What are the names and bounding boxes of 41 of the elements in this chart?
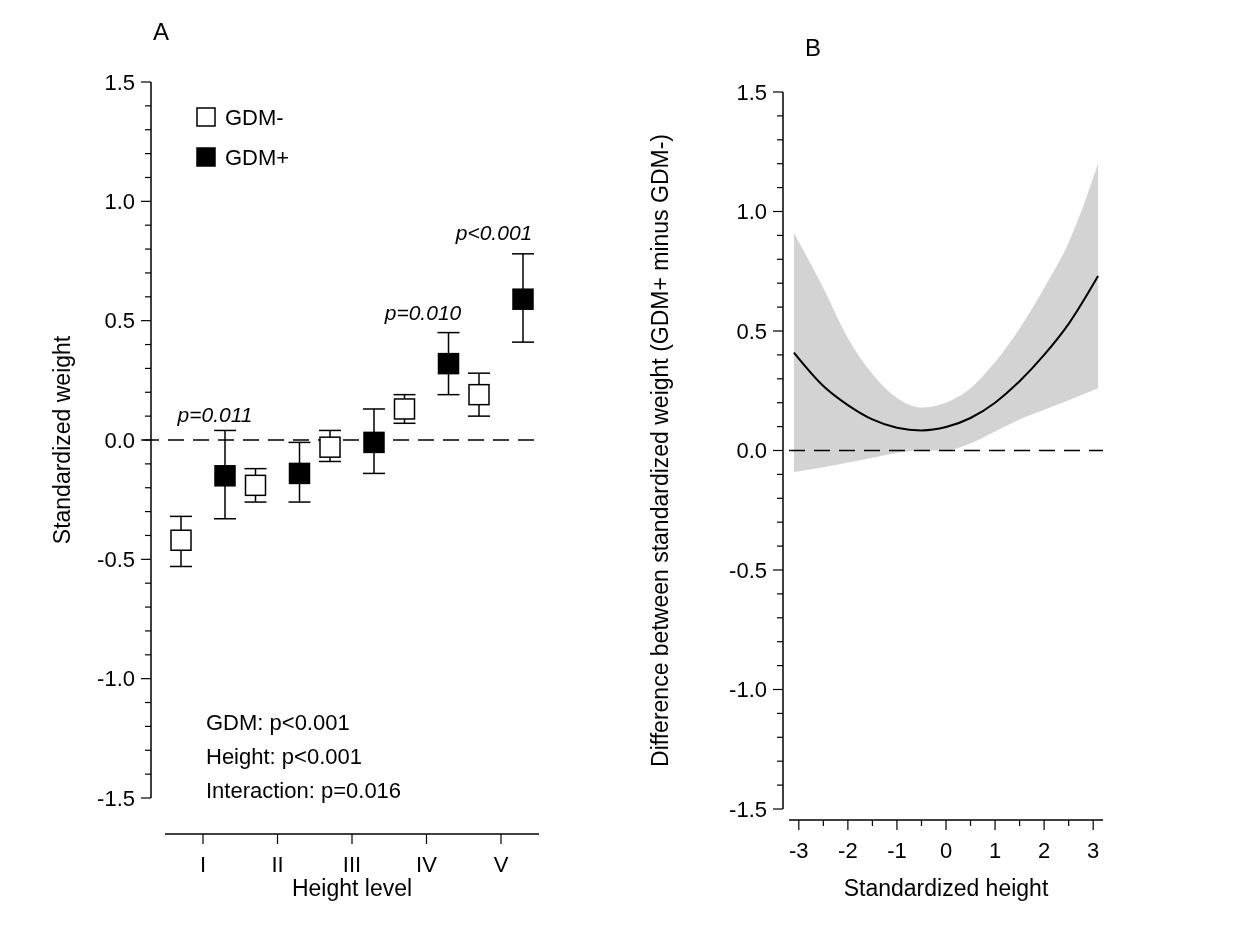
x-tick-label: -3 xyxy=(789,838,809,863)
x-tick-label: I xyxy=(199,852,207,877)
y-tick-label: 0.5 xyxy=(104,308,135,334)
legend-label: GDM- xyxy=(225,104,284,130)
annotation: p=0.010 xyxy=(383,301,462,324)
x-tick-label: 3 xyxy=(1087,838,1100,863)
annotation: Interaction: p=0.016 xyxy=(206,778,402,803)
legend-label: GDM+ xyxy=(225,144,290,170)
y-tick-label: -1.5 xyxy=(97,785,135,811)
x-tick-label: III xyxy=(342,852,362,877)
y-tick-label: -0.5 xyxy=(97,547,135,573)
x-axis-title: Height level xyxy=(291,875,413,901)
y-tick-label: 1.5 xyxy=(104,69,135,95)
y-tick-label: -1.0 xyxy=(729,677,767,703)
annotation: p<0.001 xyxy=(454,221,533,244)
chart-title: B xyxy=(805,34,822,61)
annotation: GDM: p<0.001 xyxy=(206,710,350,735)
y-tick-label: 0.0 xyxy=(736,438,767,464)
line-series xyxy=(792,275,1100,432)
x-tick-label: -1 xyxy=(887,838,907,863)
y-tick-label: 0.5 xyxy=(736,318,767,344)
y-tick-label: -1.5 xyxy=(729,796,767,822)
y-tick-label: -0.5 xyxy=(729,557,767,583)
x-tick-label: 1 xyxy=(988,838,1002,863)
x-tick-label: 0 xyxy=(939,838,953,863)
x-tick-label: V xyxy=(493,852,509,877)
x-axis-title: Standardized height xyxy=(843,875,1049,901)
y-axis-title: Difference between standardized weight (GDM+ minus GDM-) xyxy=(647,134,673,767)
y-tick-label: 1.5 xyxy=(736,79,767,105)
y-tick-label: 1.0 xyxy=(736,199,767,225)
annotation: Height: p<0.001 xyxy=(206,744,362,769)
x-tick-label: II xyxy=(271,852,284,877)
y-tick-label: -1.0 xyxy=(97,666,135,692)
y-tick-label: 1.0 xyxy=(104,189,135,215)
x-tick-label: IV xyxy=(416,852,438,877)
y-tick-label: 0.0 xyxy=(104,427,135,453)
x-tick-label: 2 xyxy=(1038,838,1051,863)
x-tick-label: -2 xyxy=(838,838,858,863)
y-axis-title: Standardized weight xyxy=(49,335,75,545)
annotation: p=0.011 xyxy=(176,403,253,426)
chart-title: A xyxy=(153,18,170,45)
